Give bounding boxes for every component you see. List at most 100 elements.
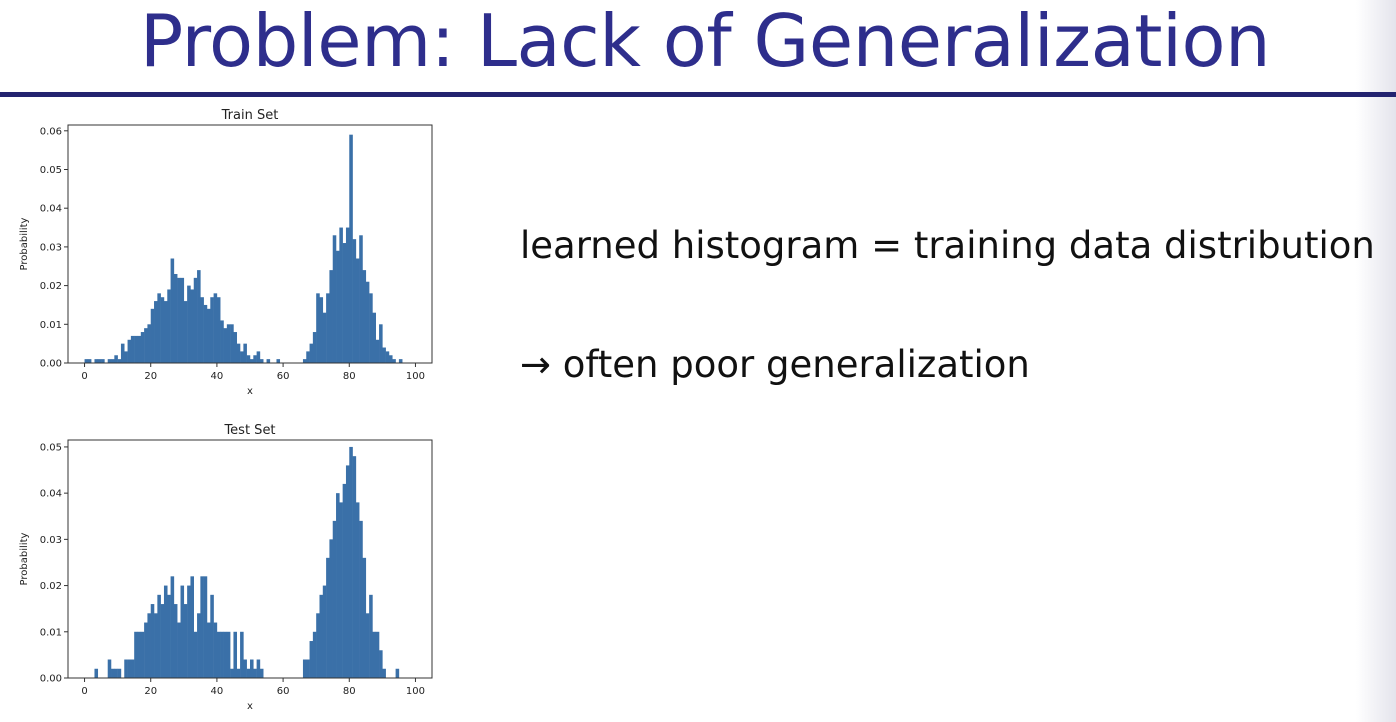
histogram-bar (197, 613, 201, 678)
histogram-bar (167, 594, 171, 678)
histogram-bar (329, 270, 333, 363)
histogram-bar (144, 328, 148, 363)
histogram-bar (220, 320, 224, 363)
histogram-bar (154, 301, 158, 363)
histogram-bar (150, 604, 155, 678)
histogram-bar (134, 631, 138, 678)
histogram-bar (382, 668, 386, 678)
histogram-bar (144, 622, 148, 678)
histogram-bar (84, 359, 89, 363)
histogram-bar (240, 351, 244, 363)
histogram-bar (157, 293, 161, 363)
histogram-bar (385, 351, 390, 363)
histogram-bar (266, 359, 271, 363)
histogram-bars (94, 446, 400, 678)
y-tick-label: 0.05 (40, 165, 62, 176)
histogram-bar (173, 273, 178, 363)
histogram-bar (326, 557, 330, 678)
histogram-bar (117, 359, 122, 363)
histogram-bar (140, 332, 145, 363)
histogram-bar (379, 324, 383, 363)
x-tick-label: 20 (144, 686, 157, 697)
histogram-bar (177, 622, 181, 678)
histogram-bar (233, 332, 238, 363)
histogram-bar (355, 258, 360, 363)
x-tick-label: 0 (81, 686, 87, 697)
histogram-bar (170, 258, 175, 363)
histogram-bar (352, 456, 357, 678)
histogram-bar (200, 297, 204, 363)
histogram-bar (382, 347, 386, 363)
histogram-bar (203, 576, 208, 678)
histogram-bar (336, 250, 340, 363)
x-axis-label: x (247, 386, 253, 397)
slide-title: Problem: Lack of Generalization (139, 0, 1271, 83)
histogram-bar (339, 227, 343, 363)
histogram-bar (253, 355, 257, 363)
histogram-bar (306, 351, 310, 363)
histogram-bar (111, 359, 115, 363)
histogram-bar (137, 335, 142, 363)
bullet-item-poor-generalization: → often poor generalization (520, 343, 1030, 386)
histogram-bar (94, 668, 99, 678)
histogram-bar (216, 297, 221, 363)
histogram-bar (256, 351, 261, 363)
histogram-bar (137, 631, 142, 678)
histogram-bar (359, 520, 363, 678)
y-tick-label: 0.04 (40, 489, 62, 500)
histogram-bar (243, 343, 247, 363)
histogram-bar (223, 328, 228, 363)
histogram-bar (236, 668, 241, 678)
histogram-bar (167, 289, 171, 363)
test-set-histogram-svg: Test Set 0 20 40 60 80 100 0.00 0.01 0.02 0.03 0.04… (19, 423, 433, 712)
histogram-bar (216, 631, 221, 678)
histogram-bar (365, 613, 370, 678)
histogram-bar (379, 650, 383, 678)
histogram-bar (124, 351, 128, 363)
histogram-bar (206, 308, 211, 363)
histogram-bar (362, 270, 367, 363)
histogram-bar (329, 539, 333, 678)
y-tick-label: 0.05 (40, 442, 62, 453)
histogram-bar (107, 659, 112, 678)
histogram-bars (84, 134, 403, 363)
histogram-bar (259, 668, 264, 678)
histogram-bar (203, 304, 208, 363)
histogram-bar (316, 613, 320, 678)
histogram-bar (322, 585, 327, 678)
histogram-bar (240, 631, 244, 678)
histogram-bar (183, 604, 188, 678)
histogram-bar (130, 335, 135, 363)
histogram-bar (336, 493, 340, 678)
histogram-bar (345, 227, 350, 363)
histogram-bar (250, 359, 254, 363)
histogram-bar (127, 339, 132, 363)
y-tick-label: 0.01 (40, 320, 62, 331)
histogram-bar (147, 613, 151, 678)
histogram-bar (97, 359, 102, 363)
histogram-bar (230, 668, 234, 678)
histogram-bar (170, 576, 175, 678)
histogram-bar (326, 293, 330, 363)
histogram-bar (302, 359, 307, 363)
y-tick-label: 0.04 (40, 204, 62, 215)
test-set-histogram: Test Set 0 20 40 60 80 100 0.00 0.01 0.02 0.03 0.04… (0, 419, 440, 715)
histogram-bar (306, 659, 310, 678)
histogram-bar (180, 585, 185, 678)
x-tick-label: 40 (211, 371, 224, 382)
histogram-bar (213, 622, 218, 678)
slide-edge-shade (1356, 0, 1396, 722)
histogram-bar (111, 668, 115, 678)
histogram-bar (236, 343, 241, 363)
histogram-bar (213, 293, 218, 363)
histogram-bar (316, 293, 320, 363)
histogram-bar (319, 297, 324, 363)
x-tick-label: 20 (144, 371, 157, 382)
histogram-bar (352, 239, 357, 363)
histogram-bar (150, 308, 155, 363)
y-axis-label: Probability (19, 217, 30, 270)
histogram-bar (114, 355, 118, 363)
plot-frame (67, 124, 433, 364)
histogram-bar (312, 631, 317, 678)
histogram-bar (398, 359, 403, 363)
